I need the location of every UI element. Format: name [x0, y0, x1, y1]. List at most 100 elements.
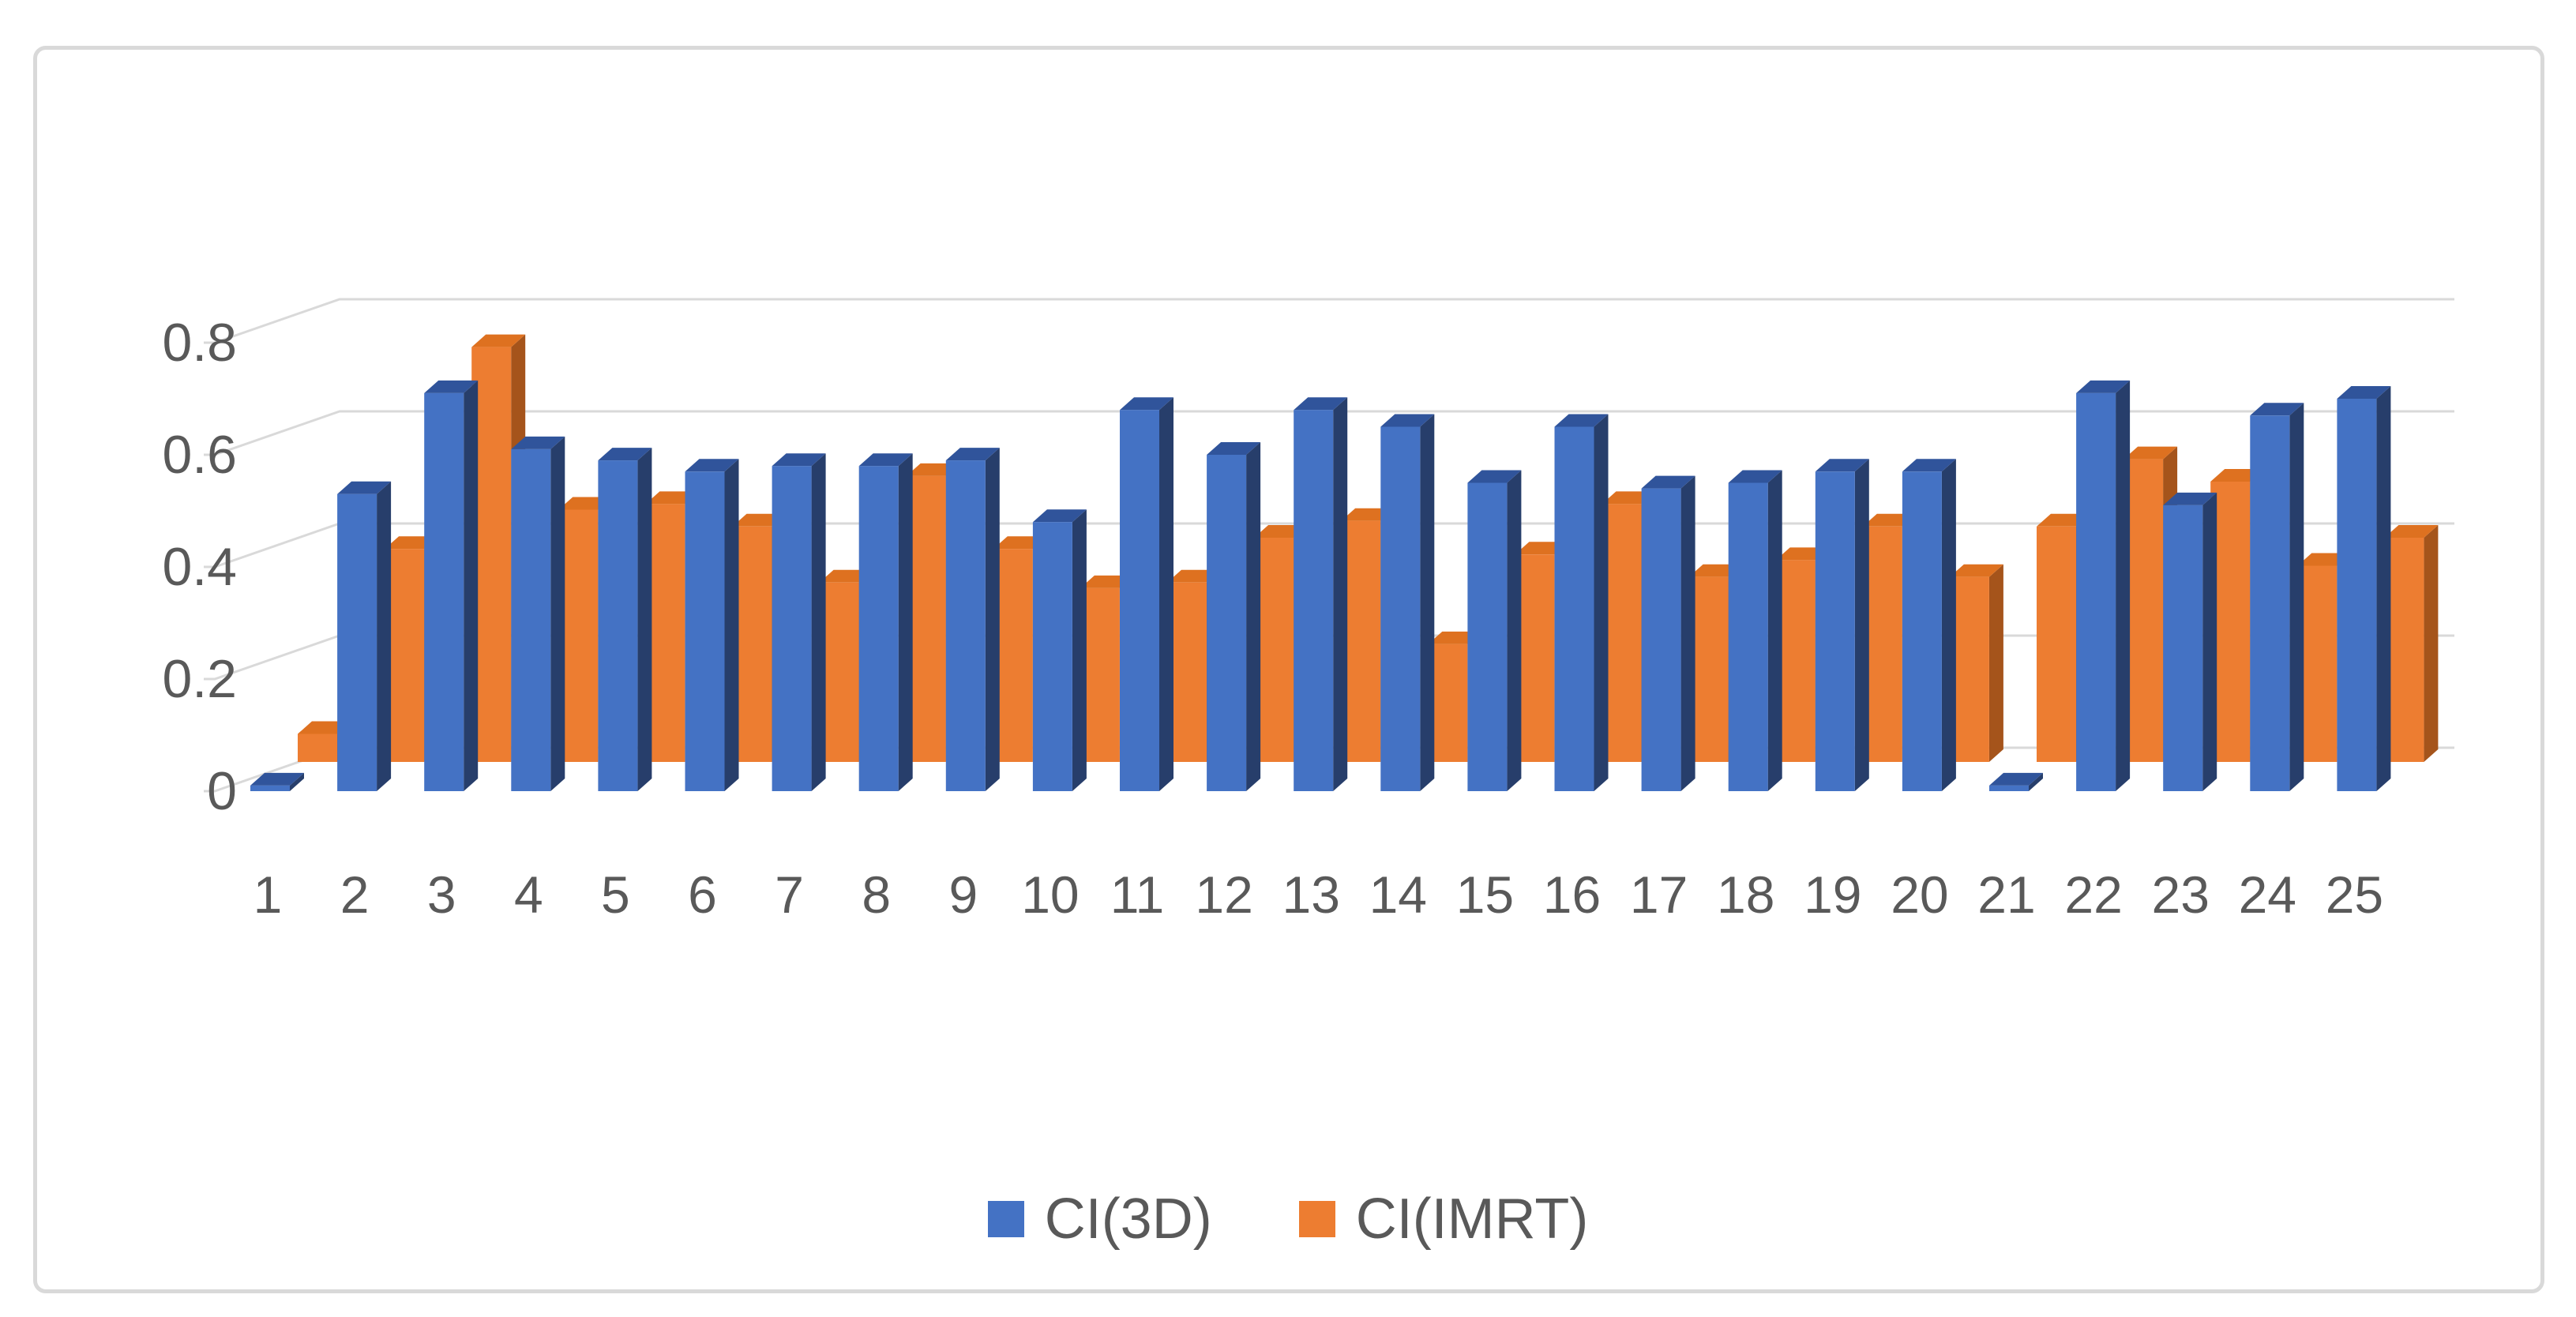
- bar-ciimrt-cat18: [1775, 560, 1816, 762]
- bar-ci3d-cat16-top: [1554, 414, 1609, 427]
- bar-ci3d-cat12-side: [1246, 442, 1261, 791]
- bar-ciimrt-cat15: [1515, 554, 1555, 762]
- y-axis-label-0: 0: [207, 761, 237, 821]
- bar-ci3d-cat2-side: [377, 481, 392, 791]
- bar-ci3d-cat16: [1554, 426, 1594, 791]
- bar-ci3d-cat10: [1032, 522, 1072, 791]
- bar-ci3d-cat4: [511, 448, 551, 791]
- bar-ci3d-cat17-top: [1641, 475, 1695, 489]
- bar-ci3d-cat25: [2337, 399, 2377, 791]
- x-axis-label-1: 1: [253, 865, 283, 924]
- bar-ci3d-cat12: [1207, 455, 1247, 791]
- bar-ciimrt-cat10: [1080, 587, 1120, 762]
- bar-ci3d-cat25-top: [2337, 386, 2391, 399]
- bar-ciimrt-cat3: [471, 347, 512, 763]
- bar-ciimrt-cat25-side: [2424, 525, 2439, 762]
- bar-ci3d-cat15-side: [1507, 470, 1522, 791]
- x-axis-label-16: 16: [1543, 865, 1601, 924]
- bar-ci3d-cat2: [337, 493, 377, 791]
- bar-ci3d-cat12-top: [1207, 442, 1261, 455]
- y-axis-label-0.4: 0.4: [162, 537, 237, 597]
- gridline-0.6: [204, 410, 2454, 456]
- bar-ci3d-cat23: [2163, 505, 2203, 791]
- bar-ci3d-cat1-side: [290, 772, 304, 791]
- bar-ci3d-cat21-top: [1989, 772, 2043, 786]
- bar-ciimrt-cat24: [2297, 565, 2338, 762]
- x-axis-label-22: 22: [2064, 865, 2122, 924]
- bar-ci3d-cat18: [1728, 482, 1768, 791]
- x-axis-label-11: 11: [1110, 865, 1165, 924]
- bar-ciimrt-cat6: [732, 526, 772, 762]
- bar-ci3d-cat18-side: [1767, 470, 1782, 791]
- bar-ci3d-cat19-side: [1854, 459, 1869, 791]
- bar-ci3d-cat20-top: [1902, 459, 1956, 472]
- bar-ciimrt-cat17: [1688, 576, 1729, 762]
- bar-ciimrt-cat20-side: [1988, 564, 2003, 762]
- bar-ciimrt-cat12: [1254, 538, 1294, 762]
- x-axis-label-20: 20: [1891, 865, 1948, 924]
- bar-ci3d-cat15: [1467, 482, 1508, 791]
- x-axis-label-14: 14: [1369, 865, 1427, 924]
- y-axis-label-0.2: 0.2: [162, 649, 237, 709]
- bar-ci3d-cat7-top: [772, 453, 826, 467]
- bar-ciimrt-cat13: [1341, 520, 1381, 762]
- bar-ci3d-cat21: [1989, 785, 2029, 791]
- bar-ciimrt-cat23: [2210, 482, 2251, 762]
- bar-ci3d-cat8-top: [858, 453, 913, 467]
- bar-ci3d-cat23-side: [2202, 492, 2217, 791]
- bar-ci3d-cat9-side: [985, 448, 1000, 791]
- bar-ciimrt-cat25: [2384, 538, 2424, 762]
- bar-ci3d-cat5-top: [598, 448, 652, 461]
- bar-ci3d-cat1-top: [250, 772, 304, 786]
- x-axis-label-17: 17: [1630, 865, 1688, 924]
- bar-ciimrt-cat2: [385, 549, 425, 762]
- x-axis-label-5: 5: [601, 865, 630, 924]
- x-axis-label-19: 19: [1804, 865, 1861, 924]
- x-axis-label-21: 21: [1977, 865, 2035, 924]
- bar-ciimrt-cat8: [906, 475, 946, 762]
- bar-ci3d-cat18-top: [1728, 470, 1782, 483]
- x-axis-label-3: 3: [427, 865, 456, 924]
- x-axis-label-23: 23: [2151, 865, 2209, 924]
- bar-ciimrt-cat9: [993, 549, 1033, 762]
- bar-ci3d-cat11-top: [1120, 397, 1173, 411]
- bar-ci3d-cat17-side: [1680, 475, 1695, 791]
- bar-ci3d-cat19-top: [1815, 459, 1869, 472]
- bar-ciimrt-cat25-top: [2384, 525, 2439, 538]
- bar-ci3d-cat7: [772, 466, 812, 791]
- bar-ci3d-cat16-side: [1594, 414, 1609, 791]
- bar-ci3d-cat13-top: [1294, 397, 1348, 411]
- bar-ci3d-cat8-side: [898, 453, 913, 791]
- bar-ci3d-cat24: [2250, 415, 2290, 791]
- x-axis-label-15: 15: [1456, 865, 1514, 924]
- bar-ci3d-cat17: [1641, 488, 1681, 791]
- bar-ci3d-cat3: [424, 392, 464, 791]
- bar-ci3d-cat24-side: [2289, 403, 2304, 791]
- bar-ciimrt-cat14: [1428, 643, 1468, 762]
- bar-ci3d-cat8: [858, 466, 899, 791]
- bar-ci3d-cat11: [1120, 410, 1159, 791]
- bar-ci3d-cat22: [2076, 392, 2116, 791]
- bar-ciimrt-cat3-top: [471, 334, 526, 347]
- bar-ci3d-cat5-side: [637, 448, 652, 791]
- bar-ci3d-cat22-side: [2116, 380, 2131, 791]
- bar-ciimrt-cat22: [2124, 459, 2164, 762]
- x-axis-label-24: 24: [2239, 865, 2296, 924]
- bar-ci3d-cat10-side: [1072, 509, 1087, 791]
- x-axis-label-12: 12: [1195, 865, 1252, 924]
- bar-ci3d-cat19: [1815, 471, 1855, 791]
- bar-ci3d-cat13-side: [1333, 397, 1348, 791]
- x-axis-label-25: 25: [2326, 865, 2383, 924]
- x-axis-label-13: 13: [1282, 865, 1339, 924]
- bar-ci3d-cat9: [945, 460, 986, 791]
- bar-ci3d-cat4-top: [511, 436, 565, 449]
- bar-ciimrt-cat5: [645, 504, 685, 762]
- bar-ci3d-cat3-side: [464, 380, 479, 791]
- bar-ciimrt-cat19: [1862, 526, 1902, 762]
- bar-ciimrt-cat20-top: [1949, 564, 2003, 577]
- bar-ci3d-cat6-side: [724, 459, 739, 791]
- x-axis-label-7: 7: [775, 865, 804, 924]
- gridline-0.8: [204, 298, 2454, 344]
- bar-ciimrt-cat16: [1602, 504, 1642, 762]
